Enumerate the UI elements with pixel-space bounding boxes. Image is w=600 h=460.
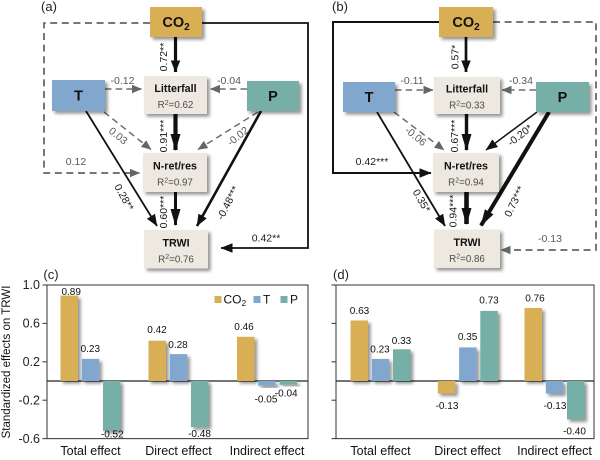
svg-text:N-ret/res: N-ret/res bbox=[444, 161, 488, 173]
svg-text:0.76: 0.76 bbox=[525, 294, 545, 305]
svg-text:Litterfall: Litterfall bbox=[154, 83, 196, 95]
svg-text:TRWI: TRWI bbox=[453, 237, 480, 249]
svg-text:Direct effect: Direct effect bbox=[434, 444, 501, 458]
svg-text:R2=0.97: R2=0.97 bbox=[157, 177, 193, 188]
svg-text:0.42: 0.42 bbox=[147, 325, 167, 336]
svg-text:P: P bbox=[290, 293, 298, 307]
svg-text:0.6: 0.6 bbox=[23, 317, 40, 331]
svg-text:0.63: 0.63 bbox=[350, 306, 370, 317]
svg-text:-0.34: -0.34 bbox=[509, 75, 533, 87]
svg-text:-0.04: -0.04 bbox=[275, 389, 298, 400]
svg-text:-0.05: -0.05 bbox=[255, 395, 278, 406]
svg-text:R2=0.62: R2=0.62 bbox=[158, 100, 194, 111]
svg-text:N-ret/res: N-ret/res bbox=[153, 161, 197, 173]
svg-text:P: P bbox=[558, 90, 568, 106]
svg-text:TRWI: TRWI bbox=[162, 237, 189, 249]
svg-text:Indirect effect: Indirect effect bbox=[230, 444, 305, 458]
svg-text:0.23: 0.23 bbox=[370, 345, 390, 356]
svg-text:T: T bbox=[74, 89, 83, 105]
svg-text:-0.52: -0.52 bbox=[101, 429, 124, 440]
svg-text:-0.48: -0.48 bbox=[188, 429, 211, 440]
svg-text:(d): (d) bbox=[333, 267, 349, 282]
svg-text:-0.12: -0.12 bbox=[111, 75, 135, 87]
svg-text:0.67***: 0.67*** bbox=[449, 120, 461, 153]
svg-text:(a): (a) bbox=[41, 0, 57, 14]
svg-text:1.0: 1.0 bbox=[23, 278, 40, 292]
svg-text:CO2: CO2 bbox=[452, 15, 480, 33]
svg-text:0.33: 0.33 bbox=[392, 336, 412, 347]
svg-text:0.94***: 0.94*** bbox=[448, 195, 460, 228]
svg-text:(c): (c) bbox=[43, 267, 58, 282]
svg-text:P: P bbox=[268, 89, 278, 105]
svg-text:0.91***: 0.91*** bbox=[158, 120, 170, 153]
svg-text:T: T bbox=[365, 90, 374, 106]
svg-text:-0.40: -0.40 bbox=[563, 427, 586, 438]
svg-text:0.28: 0.28 bbox=[168, 340, 188, 351]
svg-text:CO2: CO2 bbox=[224, 293, 247, 309]
svg-text:-0.13: -0.13 bbox=[544, 401, 567, 412]
svg-text:Direct effect: Direct effect bbox=[145, 444, 212, 458]
svg-text:R2=0.76: R2=0.76 bbox=[158, 254, 194, 265]
svg-text:CO2: CO2 bbox=[162, 15, 190, 33]
svg-text:Litterfall: Litterfall bbox=[446, 84, 488, 96]
svg-text:-0.6: -0.6 bbox=[18, 432, 40, 446]
svg-text:-0.13: -0.13 bbox=[538, 233, 562, 245]
svg-text:R2=0.94: R2=0.94 bbox=[448, 177, 484, 188]
svg-text:0.73: 0.73 bbox=[479, 296, 499, 307]
svg-text:Total effect: Total effect bbox=[350, 444, 411, 458]
svg-text:-0.04: -0.04 bbox=[217, 75, 241, 87]
svg-text:R2=0.86: R2=0.86 bbox=[449, 254, 485, 265]
svg-text:0.42**: 0.42** bbox=[252, 233, 281, 245]
svg-text:0.12: 0.12 bbox=[66, 156, 87, 168]
svg-text:-0.2: -0.2 bbox=[18, 393, 40, 407]
svg-text:0.23: 0.23 bbox=[81, 344, 101, 355]
svg-text:-0.13: -0.13 bbox=[436, 401, 459, 412]
svg-text:R2=0.33: R2=0.33 bbox=[449, 100, 485, 111]
svg-text:0.57*: 0.57* bbox=[450, 45, 462, 70]
svg-text:0.35: 0.35 bbox=[458, 332, 478, 343]
svg-text:0.72**: 0.72** bbox=[158, 43, 170, 72]
svg-text:(b): (b) bbox=[332, 0, 348, 14]
svg-text:Total effect: Total effect bbox=[60, 444, 121, 458]
svg-text:0.2: 0.2 bbox=[23, 355, 40, 369]
svg-text:Standardized effects on TRWI: Standardized effects on TRWI bbox=[1, 286, 13, 439]
svg-text:0.46: 0.46 bbox=[234, 322, 254, 333]
svg-text:-0.11: -0.11 bbox=[400, 75, 423, 87]
svg-text:0.60***: 0.60*** bbox=[158, 196, 170, 229]
svg-text:0.89: 0.89 bbox=[61, 287, 81, 298]
svg-text:Indirect effect: Indirect effect bbox=[517, 444, 592, 458]
svg-text:0.42***: 0.42*** bbox=[356, 156, 389, 168]
svg-text:T: T bbox=[263, 293, 271, 307]
